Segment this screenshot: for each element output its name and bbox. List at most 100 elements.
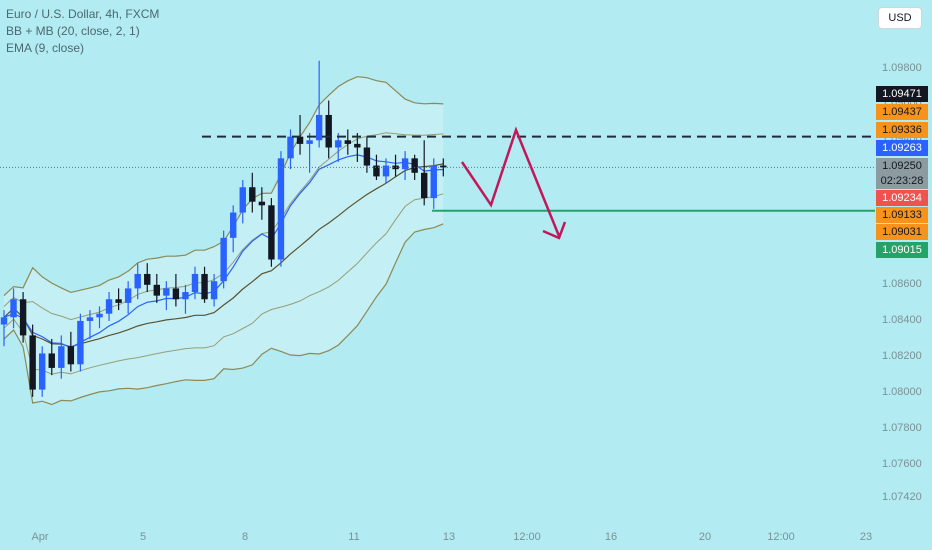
x-tick-label: 23 [859, 531, 873, 543]
candle [201, 266, 208, 303]
candle [382, 158, 390, 184]
candle-body [96, 313, 103, 318]
candle [124, 281, 132, 314]
candle [354, 133, 361, 162]
symbol-label[interactable]: Euro / U.S. Dollar, 4h, FXCM [6, 7, 160, 21]
candle-body [105, 299, 113, 314]
candle [220, 230, 227, 289]
candle [401, 151, 409, 181]
lower-inner-band [3, 193, 444, 375]
candle-body [115, 299, 122, 303]
candle-body [335, 140, 342, 148]
price-badge: 1.09250 [876, 158, 928, 174]
projection-zigzag [460, 126, 561, 237]
candle [10, 288, 17, 329]
candle-body [344, 140, 351, 144]
candle-body [67, 346, 75, 365]
candle [315, 60, 323, 148]
y-tick-label: 1.08000 [882, 386, 922, 399]
candle [172, 273, 180, 307]
candle [344, 129, 351, 155]
ema-label[interactable]: EMA (9, close) [6, 41, 85, 55]
candle [363, 136, 371, 173]
candle-body [239, 187, 246, 213]
candle [373, 154, 380, 181]
candle-body [440, 165, 447, 168]
candle-body [287, 136, 294, 159]
price-badge: 1.09437 [876, 104, 928, 120]
candle-body [153, 284, 160, 296]
candle-body [401, 158, 409, 170]
candle-body [421, 172, 428, 199]
candle [421, 140, 428, 206]
candle [96, 306, 103, 329]
candle [105, 292, 113, 321]
candle-body [249, 187, 256, 202]
candle [182, 284, 189, 314]
candle-body [258, 201, 266, 206]
price-badge: 1.09015 [876, 242, 928, 258]
price-badge: 1.09031 [876, 224, 928, 240]
candle [440, 158, 447, 177]
candle [144, 263, 151, 293]
indicator-legend: Euro / U.S. Dollar, 4h, FXCM BB + MB (20… [6, 6, 159, 57]
candle-body [230, 212, 237, 238]
levels [0, 135, 875, 212]
candle-body [163, 288, 170, 296]
x-tick-label: 12:00 [513, 531, 541, 543]
candle-body [172, 288, 180, 300]
candle [58, 335, 65, 379]
candle [39, 346, 46, 397]
candle [239, 180, 246, 224]
currency-button[interactable]: USD [878, 7, 922, 29]
candle-body [325, 114, 332, 148]
candle [134, 263, 141, 300]
candle-body [363, 147, 371, 166]
candle-body [134, 273, 141, 289]
price-badge: 1.09234 [876, 190, 928, 206]
candle-body [48, 353, 55, 368]
candle [163, 281, 170, 311]
candle-body [277, 158, 285, 260]
price-badge: 1.09133 [876, 207, 928, 223]
price-badge: 1.09263 [876, 140, 928, 156]
candle [48, 339, 55, 376]
x-tick-label: 13 [442, 531, 456, 543]
candle [392, 154, 399, 177]
candle [296, 114, 304, 155]
candles [0, 60, 447, 397]
candle-body [144, 273, 151, 285]
candle-body [77, 320, 84, 365]
candle-body [268, 205, 275, 260]
candle [29, 324, 36, 397]
x-tick-label: 5 [139, 531, 147, 543]
candle [430, 158, 437, 209]
candle-body [382, 165, 390, 177]
candle [153, 273, 160, 303]
candle [335, 133, 342, 162]
x-tick-label: 8 [241, 531, 249, 543]
price-badge: 02:23:28 [876, 173, 928, 189]
candle-body [182, 292, 189, 300]
y-tick-label: 1.08600 [882, 277, 922, 290]
y-tick-label: 1.08200 [882, 350, 922, 363]
candle [0, 310, 8, 347]
candle [191, 266, 199, 300]
candle [277, 151, 285, 267]
candle [230, 205, 237, 253]
candle [258, 187, 266, 220]
y-tick-label: 1.08400 [882, 313, 922, 326]
band-fill [4, 76, 444, 405]
candle-body [201, 273, 208, 300]
candle-body [10, 299, 17, 318]
candle [268, 198, 275, 267]
candle-body [411, 158, 418, 173]
bb-label[interactable]: BB + MB (20, close, 2, 1) [6, 24, 140, 38]
candle-body [373, 165, 380, 177]
candle-body [430, 165, 437, 199]
candle-body [39, 353, 46, 390]
candle-body [354, 143, 361, 148]
candle-body [19, 299, 27, 336]
x-tick-label: 12:00 [767, 531, 795, 543]
